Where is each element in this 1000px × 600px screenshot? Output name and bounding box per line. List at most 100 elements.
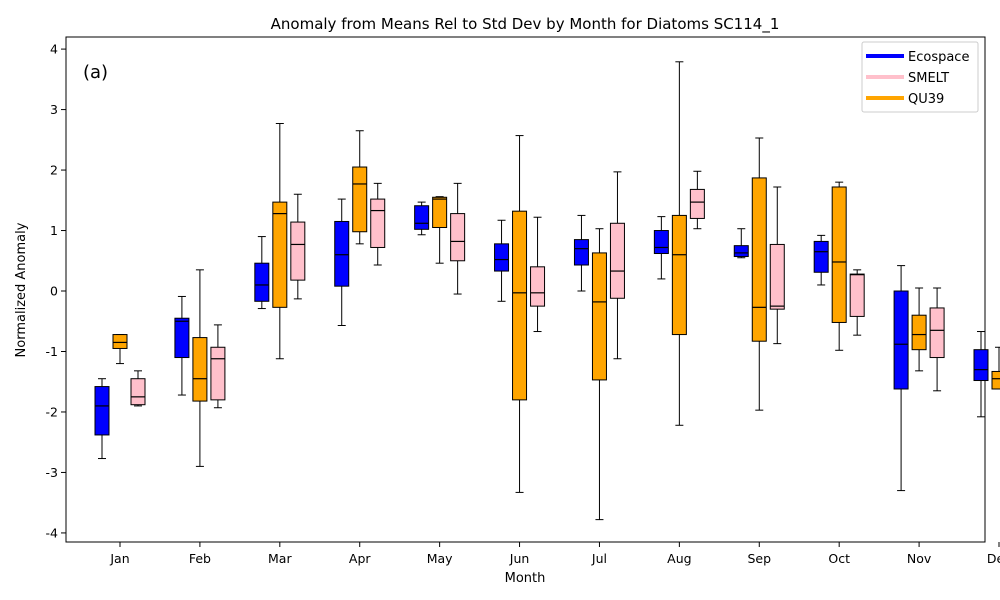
box-smelt-sep (769, 186, 785, 345)
y-tick-label: -2 (46, 404, 58, 419)
box-body (751, 177, 767, 342)
box-body (352, 166, 368, 233)
box-body (290, 221, 306, 281)
box-qu39-nov (911, 287, 927, 372)
box-body (671, 214, 687, 336)
y-tick-label: 0 (50, 284, 58, 299)
box-body (432, 196, 448, 229)
box-ecospace-mar (254, 236, 270, 310)
box-qu39-oct (831, 181, 847, 351)
box-qu39-jul (591, 228, 607, 521)
x-tick-label: Jul (591, 551, 607, 566)
x-tick-label: Jun (509, 551, 530, 566)
box-body (733, 245, 749, 258)
box-body (192, 337, 208, 402)
box-body (130, 378, 146, 406)
x-axis-label: Month (505, 571, 546, 586)
box-body (609, 222, 625, 299)
x-tick-label: Feb (189, 551, 211, 566)
box-qu39-jan (112, 334, 128, 365)
y-tick-label: -4 (46, 525, 59, 540)
x-tick-label: Sep (747, 551, 771, 566)
y-tick-label: 4 (50, 42, 58, 57)
box-body (893, 290, 909, 390)
y-axis: -4 -3 -2 -1 0 1 2 3 4 (46, 42, 66, 540)
x-tick-label: Apr (349, 551, 371, 566)
box-smelt-jul (609, 171, 625, 360)
box-ecospace-sep (733, 228, 749, 259)
box-ecospace-jan (94, 378, 110, 460)
box-group (94, 61, 1000, 521)
box-smelt-mar (290, 193, 306, 300)
box-ecospace-jul (573, 214, 589, 292)
box-body (849, 273, 865, 317)
box-body (254, 262, 270, 302)
box-smelt-jan (130, 370, 146, 407)
box-body (591, 252, 607, 381)
box-body (512, 210, 528, 401)
box-ecospace-jun (494, 219, 510, 302)
box-smelt-feb (210, 324, 226, 409)
box-body (370, 198, 386, 248)
box-body (494, 243, 510, 272)
box-smelt-aug (689, 170, 705, 230)
box-body (813, 240, 829, 273)
box-ecospace-nov (893, 265, 909, 492)
y-tick-label: 3 (50, 102, 58, 117)
box-ecospace-may (414, 201, 430, 236)
x-tick-label: Dec (987, 551, 1000, 566)
box-smelt-nov (929, 287, 945, 392)
box-smelt-apr (370, 182, 386, 266)
box-body (210, 346, 226, 401)
y-tick-label: 2 (50, 163, 58, 178)
box-qu39-dec (991, 346, 1000, 390)
x-axis: Jan Feb Mar Apr May Jun Jul Aug Sep Oct Nov Dec (109, 542, 1000, 566)
box-body (414, 205, 430, 230)
legend-label-ecospace: Ecospace (908, 50, 969, 65)
box-ecospace-aug (653, 216, 669, 280)
x-tick-label: Oct (828, 551, 850, 566)
box-body (991, 370, 1000, 390)
x-tick-label: Nov (907, 551, 932, 566)
legend-frame (861, 41, 979, 113)
y-axis-label: Normalized Anomaly (14, 222, 29, 357)
box-body (112, 334, 128, 349)
box-ecospace-feb (174, 295, 190, 396)
box-body (689, 188, 705, 219)
legend-label-qu39: QU39 (908, 92, 944, 107)
box-body (94, 386, 110, 436)
y-tick-label: 1 (50, 223, 58, 238)
box-body (450, 213, 466, 262)
box-body (530, 266, 546, 307)
legend-label-smelt: SMELT (908, 71, 949, 86)
x-tick-label: May (427, 551, 453, 566)
y-tick-label: -1 (46, 344, 58, 359)
box-body (769, 243, 785, 310)
box-body (334, 220, 350, 287)
x-tick-label: Aug (667, 551, 691, 566)
box-smelt-jun (530, 216, 546, 333)
box-body (929, 307, 945, 359)
panel-label: (a) (83, 62, 108, 83)
box-body (831, 186, 847, 323)
box-body (174, 317, 190, 359)
box-smelt-oct (849, 269, 865, 336)
x-tick-label: Jan (109, 551, 129, 566)
box-body (653, 230, 669, 255)
box-qu39-sep (751, 137, 767, 411)
box-qu39-mar (272, 122, 288, 360)
box-body (272, 201, 288, 308)
box-qu39-may (432, 196, 448, 264)
box-body (973, 349, 989, 382)
box-ecospace-apr (334, 198, 350, 326)
box-ecospace-oct (813, 234, 829, 286)
legend: Ecospace SMELT QU39 (861, 41, 979, 113)
box-qu39-aug (671, 61, 687, 426)
box-qu39-feb (192, 269, 208, 467)
box-qu39-apr (352, 130, 368, 245)
y-tick-label: -3 (46, 465, 58, 480)
chart-title: Anomaly from Means Rel to Std Dev by Mon… (271, 15, 780, 34)
box-smelt-may (450, 182, 466, 295)
box-body (573, 239, 589, 266)
